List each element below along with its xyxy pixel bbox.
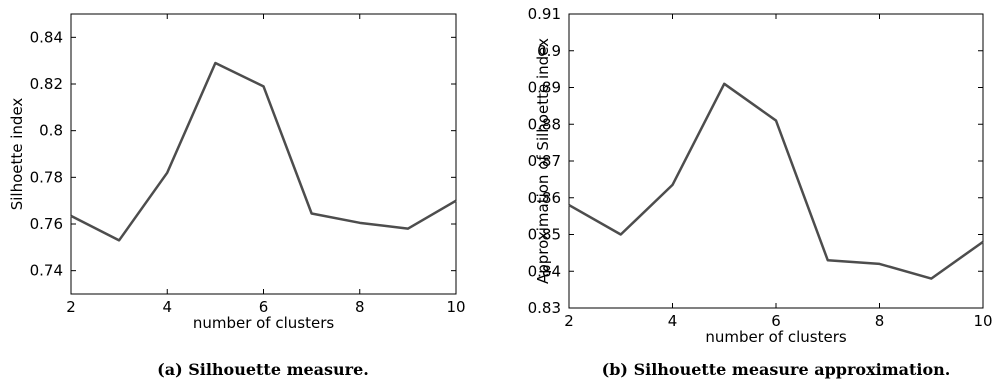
- chart-panel-approximation: 2 4 6 8 10 0.83 0.84 0.85 0.86 0.87 0.88 0.89 0.9 0.9…: [528, 5, 993, 379]
- y-tick-label: 0.76: [30, 215, 63, 233]
- y-tick-label: 0.86: [528, 189, 561, 207]
- x-tick-label: 6: [259, 298, 269, 316]
- x-tick-label: 10: [973, 312, 992, 330]
- series-line: [70, 61, 457, 242]
- x-tick-label: 6: [771, 312, 781, 330]
- y-tick-label: 0.87: [528, 152, 561, 170]
- y-tick-label: 0.84: [30, 28, 63, 46]
- plot-frame: [70, 13, 457, 295]
- y-tick-label: 0.85: [528, 226, 561, 244]
- x-tick-label: 10: [446, 298, 465, 316]
- y-tick-label: 0.82: [30, 75, 63, 93]
- x-tick-label: 4: [668, 312, 678, 330]
- y-tick-label: 0.78: [30, 168, 63, 186]
- x-tick-label: 2: [564, 312, 574, 330]
- figure-caption: (b) Silhouette measure approximation.: [602, 360, 951, 379]
- series-line: [568, 82, 984, 280]
- plot-frame: [568, 13, 984, 309]
- y-tick-label: 0.8: [39, 122, 63, 140]
- y-tick-label: 0.88: [528, 115, 561, 133]
- y-axis-label: Silhoette index: [8, 98, 26, 211]
- figure-caption: (a) Silhouette measure.: [157, 360, 369, 379]
- x-axis-label: number of clusters: [193, 314, 335, 332]
- x-tick-label: 2: [66, 298, 76, 316]
- y-tick-label: 0.89: [528, 79, 561, 97]
- chart-panel-silhouette: 2 4 6 8 10 0.74 0.76 0.78 0.8 0.82 0.84 number of c…: [8, 13, 466, 379]
- y-tick-label: 0.9: [537, 42, 561, 60]
- x-tick-label: 8: [355, 298, 365, 316]
- y-tick-label: 0.84: [528, 262, 561, 280]
- y-tick-label: 0.83: [528, 299, 561, 317]
- x-tick-label: 4: [162, 298, 172, 316]
- x-tick-label: 8: [875, 312, 885, 330]
- y-tick-label: 0.91: [528, 5, 561, 23]
- x-axis-label: number of clusters: [705, 328, 847, 346]
- y-axis-label: Approximation of Silhoette index: [534, 38, 552, 284]
- y-tick-label: 0.74: [30, 262, 63, 280]
